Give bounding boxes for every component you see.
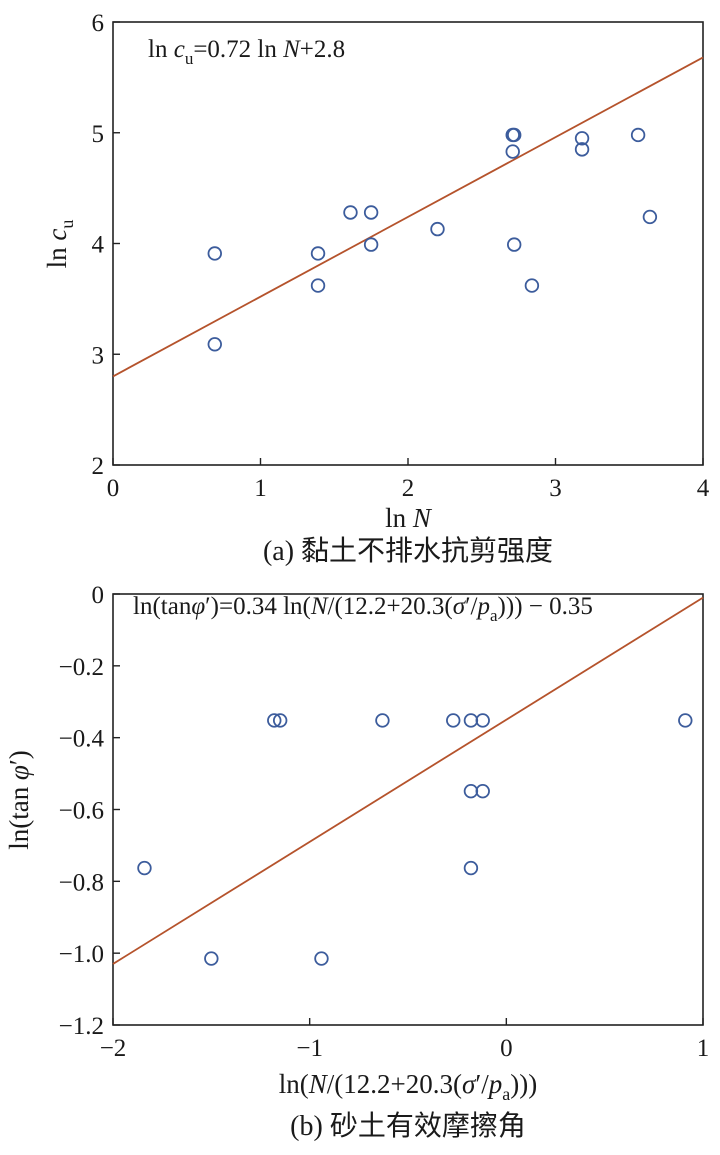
y-tick-label-a: 6 [92, 10, 105, 37]
fit-line-a [112, 56, 704, 378]
data-point-b-7 [446, 713, 461, 728]
data-point-b-4 [272, 713, 288, 728]
plot-frame-b [112, 593, 704, 1026]
data-point-a-13 [524, 278, 540, 293]
data-point-a-15 [574, 142, 590, 157]
data-point-a-11 [507, 237, 522, 252]
y-tick-label-b: −0.4 [59, 726, 105, 753]
data-point-a-3 [310, 246, 326, 261]
y-tick-label-b: −1.2 [59, 1013, 104, 1040]
y-tick-label-a: 2 [92, 453, 105, 480]
data-point-b-1 [137, 860, 152, 876]
y-axis-label-a: ln cu [42, 220, 77, 269]
fit-line-b [112, 596, 704, 965]
y-axis-label-b: ln(tan φ′) [4, 750, 34, 850]
data-point-a-7 [363, 237, 379, 252]
data-point-a-2 [207, 337, 222, 352]
y-tick-label-a: 4 [92, 232, 105, 259]
data-point-b-10 [463, 860, 479, 876]
x-tick-label-a: 1 [254, 475, 267, 502]
equation-a: ln cu=0.72 ln N+2.8 [148, 36, 345, 68]
x-tick-label-b: 1 [697, 1035, 710, 1062]
plot-frame-a [112, 21, 704, 466]
data-point-b-3 [267, 713, 282, 728]
data-point-b-8 [463, 713, 479, 728]
data-point-a-4 [310, 278, 326, 293]
data-point-b-5 [314, 951, 329, 966]
data-point-a-16 [630, 127, 646, 143]
y-tick-label-a: 3 [92, 342, 105, 369]
x-tick-label-b: −1 [296, 1035, 323, 1062]
x-tick-label-a: 4 [697, 475, 710, 502]
data-point-a-1 [207, 246, 222, 261]
y-tick-label-a: 5 [92, 121, 105, 148]
data-point-b-2 [204, 951, 219, 966]
data-point-b-13 [678, 713, 693, 728]
x-axis-label-a: ln N [385, 503, 433, 533]
data-point-b-12 [475, 783, 490, 799]
y-tick-label-b: −1.0 [59, 941, 104, 968]
y-tick-label-b: −0.2 [59, 654, 104, 681]
data-point-a-14 [574, 131, 590, 146]
y-tick-label-b: −0.6 [59, 798, 104, 825]
caption-a: (a) 黏土不排水抗剪强度 [263, 535, 553, 567]
x-tick-label-a: 2 [402, 475, 415, 502]
data-point-b-9 [463, 783, 479, 799]
x-axis-label-b: ln(N/(12.2+20.3(σ′/pa))) [279, 1069, 537, 1104]
data-point-a-6 [363, 205, 379, 220]
x-tick-label-a: 0 [107, 475, 120, 502]
data-point-b-6 [375, 713, 390, 728]
panel-a-clay-undrained-strength: 0 1 2 3 4 2 3 4 5 6 ln cu=0.72 ln N+2.8 ln N ln … [42, 10, 710, 567]
x-tick-label-b: −2 [100, 1035, 127, 1062]
data-point-a-17 [642, 209, 658, 225]
x-tick-label-a: 3 [549, 475, 562, 502]
y-tick-label-b: −0.8 [59, 869, 104, 896]
y-tick-label-b: 0 [92, 582, 105, 609]
x-tick-label-b: 0 [500, 1035, 513, 1062]
data-point-a-9 [505, 144, 520, 159]
caption-b: (b) 砂土有效摩擦角 [290, 1110, 526, 1142]
data-point-a-12 [507, 127, 522, 143]
data-point-a-8 [430, 221, 445, 237]
equation-b: ln(tanφ′)=0.34 ln(N/(12.2+20.3(σ′/pa))) … [133, 593, 593, 625]
panel-b-sand-friction-angle: −2 −1 0 1 0 −0.2 −0.4 −0.6 −0.8 −1.0 −1.2 ln(tanφ… [4, 582, 709, 1142]
data-point-b-11 [475, 713, 490, 728]
data-point-a-5 [343, 205, 358, 220]
